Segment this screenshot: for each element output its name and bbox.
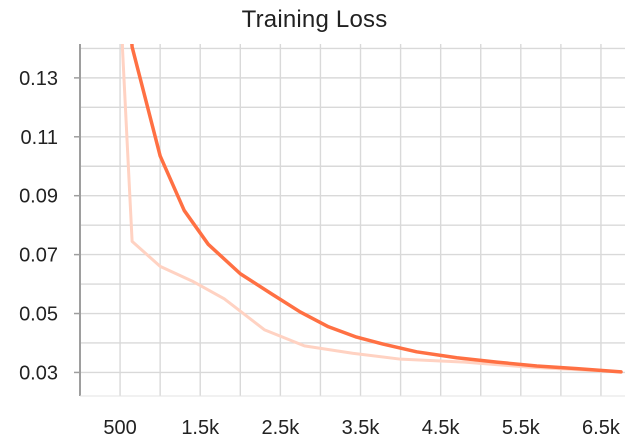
- x-tick-label: 2.5k: [261, 417, 300, 439]
- axes: [74, 44, 625, 397]
- x-tick-label: 500: [103, 417, 136, 439]
- y-tick-label: 0.07: [19, 245, 58, 267]
- chart-title: Training Loss: [241, 6, 388, 33]
- x-tick-label: 6.5k: [582, 417, 621, 439]
- x-tick-label: 4.5k: [422, 417, 461, 439]
- y-tick-label: 0.13: [19, 68, 58, 90]
- smoothed-loss-line: [130, 44, 623, 374]
- y-tick-label: 0.05: [19, 304, 58, 326]
- x-tick-label: 5.5k: [502, 417, 541, 439]
- x-tick-label: 1.5k: [181, 417, 220, 439]
- y-tick-label: 0.09: [19, 186, 58, 208]
- series-group: [120, 44, 623, 374]
- y-tick-label: 0.03: [19, 362, 58, 384]
- y-tick-label: 0.11: [21, 127, 58, 149]
- x-tick-label: 3.5k: [342, 417, 381, 439]
- raw-loss-line: [120, 44, 623, 374]
- grid: [80, 44, 625, 396]
- tick-labels: 0.03 0.05 0.07 0.09 0.11 0.13 500 1.5k 2.5k 3.5k 4…: [19, 68, 621, 439]
